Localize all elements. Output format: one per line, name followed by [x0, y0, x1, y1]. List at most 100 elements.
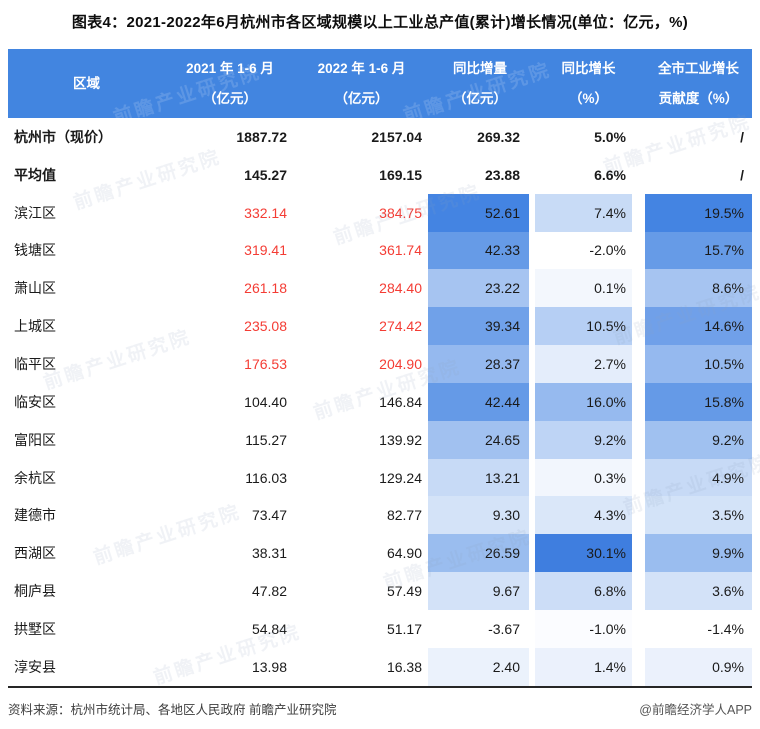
growth-value: 1.4% [594, 658, 626, 675]
brand-credit: @前瞻经济学人APP [639, 703, 752, 717]
value-2022-cell: 274.42 [379, 318, 422, 335]
delta-cell: 28.37 [428, 345, 532, 383]
col-header-2021: 2021 年 1-6 月 （亿元） [165, 49, 295, 118]
delta-cell: 52.61 [428, 193, 532, 232]
heatmap-fill [535, 193, 632, 232]
value-2021-cell: 54.84 [251, 620, 287, 637]
delta-value: -3.67 [488, 620, 520, 637]
region-cell: 临安区 [14, 393, 56, 410]
heatmap-fill [645, 572, 752, 610]
value-2021-cell: 176.53 [244, 355, 287, 372]
value-2022-cell: 361.74 [379, 242, 422, 259]
col-header-unit: 贡献度（%） [658, 91, 739, 106]
contribution-cell: 9.2% [645, 420, 752, 459]
delta-value: 24.65 [484, 431, 520, 448]
value-2022-cell: 146.84 [379, 393, 422, 410]
region-cell: 上城区 [14, 318, 56, 335]
growth-value: 6.6% [594, 166, 626, 183]
col-header-region: 区域 [8, 49, 165, 118]
value-2021-cell: 319.41 [244, 242, 287, 259]
table-row: 上城区 235.08 274.42 39.34 10.5% 14.6% [8, 307, 752, 346]
delta-cell: 24.65 [428, 420, 532, 459]
region-cell: 富阳区 [14, 431, 56, 448]
heatmap-fill [428, 382, 529, 421]
growth-value: 30.1% [586, 545, 626, 562]
contribution-cell: -1.4% [645, 609, 752, 648]
heatmap-fill [535, 496, 632, 535]
delta-cell: 13.21 [428, 458, 532, 497]
col-header-label: 全市工业增长 [658, 61, 739, 76]
contribution-cell: 9.9% [645, 534, 752, 573]
delta-value: 9.67 [492, 583, 520, 600]
contribution-value: 0.9% [712, 658, 744, 675]
heatmap-fill [645, 118, 752, 156]
heatmap-fill [535, 231, 632, 270]
heatmap-fill [645, 307, 752, 346]
value-2021-cell: 116.03 [245, 469, 287, 486]
col-header-delta: 同比增量 （亿元） [428, 49, 532, 118]
heatmap-fill [428, 193, 529, 232]
growth-cell: 0.3% [532, 458, 645, 497]
contribution-value: / [740, 166, 744, 183]
table-row: 淳安县 13.98 16.38 2.40 1.4% 0.9% [8, 647, 752, 688]
region-cell: 建德市 [14, 507, 56, 524]
heatmap-fill [428, 609, 529, 648]
heatmap-fill [428, 231, 529, 270]
contribution-cell: 10.5% [645, 345, 752, 383]
heatmap-fill [645, 534, 752, 573]
value-2021-cell: 47.82 [251, 583, 287, 600]
delta-value: 269.32 [477, 128, 520, 145]
value-2021-cell: 332.14 [244, 204, 287, 221]
growth-cell: 0.1% [532, 269, 645, 308]
value-2021-cell: 145.27 [244, 166, 287, 183]
contribution-value: 3.6% [712, 583, 744, 600]
table-row: 临安区 104.40 146.84 42.44 16.0% 15.8% [8, 382, 752, 421]
heatmap-fill [645, 382, 752, 421]
heatmap-fill [428, 420, 529, 459]
heatmap-fill [535, 572, 632, 610]
delta-cell: 269.32 [428, 118, 532, 156]
value-2022-cell: 82.77 [386, 507, 422, 524]
delta-value: 23.22 [484, 280, 520, 297]
delta-value: 52.61 [484, 204, 520, 221]
col-header-label: 区域 [73, 76, 100, 91]
delta-cell: 42.44 [428, 382, 532, 421]
delta-cell: 23.22 [428, 269, 532, 308]
delta-value: 42.33 [484, 242, 520, 259]
growth-cell: 1.4% [532, 647, 645, 688]
figure-title: 图表4：2021-2022年6月杭州市各区域规模以上工业总产值(累计)增长情况(… [71, 14, 689, 31]
region-cell: 钱塘区 [14, 242, 56, 259]
growth-cell: 9.2% [532, 420, 645, 459]
value-2022-cell: 139.92 [379, 431, 422, 448]
contribution-cell: 3.5% [645, 496, 752, 535]
contribution-cell: 3.6% [645, 572, 752, 610]
growth-value: 0.3% [594, 469, 626, 486]
region-cell: 余杭区 [14, 469, 56, 486]
heatmap-fill [535, 458, 632, 497]
growth-cell: 6.6% [532, 156, 645, 194]
col-header-unit: （%） [568, 91, 608, 106]
col-header-unit: （亿元） [203, 91, 257, 106]
value-2022-cell: 64.90 [386, 545, 422, 562]
heatmap-fill [645, 420, 752, 459]
heatmap-fill [428, 307, 529, 346]
region-cell: 临平区 [14, 355, 56, 372]
col-header-unit: （亿元） [453, 91, 507, 106]
region-cell: 桐庐县 [14, 583, 56, 600]
heatmap-fill [535, 382, 632, 421]
table-row: 西湖区 38.31 64.90 26.59 30.1% 9.9% [8, 534, 752, 573]
contribution-cell: 8.6% [645, 269, 752, 308]
contribution-value: 15.7% [704, 242, 744, 259]
table-row: 萧山区 261.18 284.40 23.22 0.1% 8.6% [8, 269, 752, 308]
value-2022-cell: 57.49 [386, 583, 422, 600]
value-2021-cell: 73.47 [251, 507, 287, 524]
value-2022-cell: 284.40 [379, 280, 422, 297]
growth-cell: 6.8% [532, 572, 645, 610]
growth-value: 16.0% [586, 393, 626, 410]
heatmap-fill [645, 193, 752, 232]
contribution-value: -1.4% [707, 620, 744, 637]
value-2021-cell: 1887.72 [236, 128, 287, 145]
col-header-growth: 同比增长 （%） [532, 49, 645, 118]
delta-cell: 23.88 [428, 156, 532, 194]
